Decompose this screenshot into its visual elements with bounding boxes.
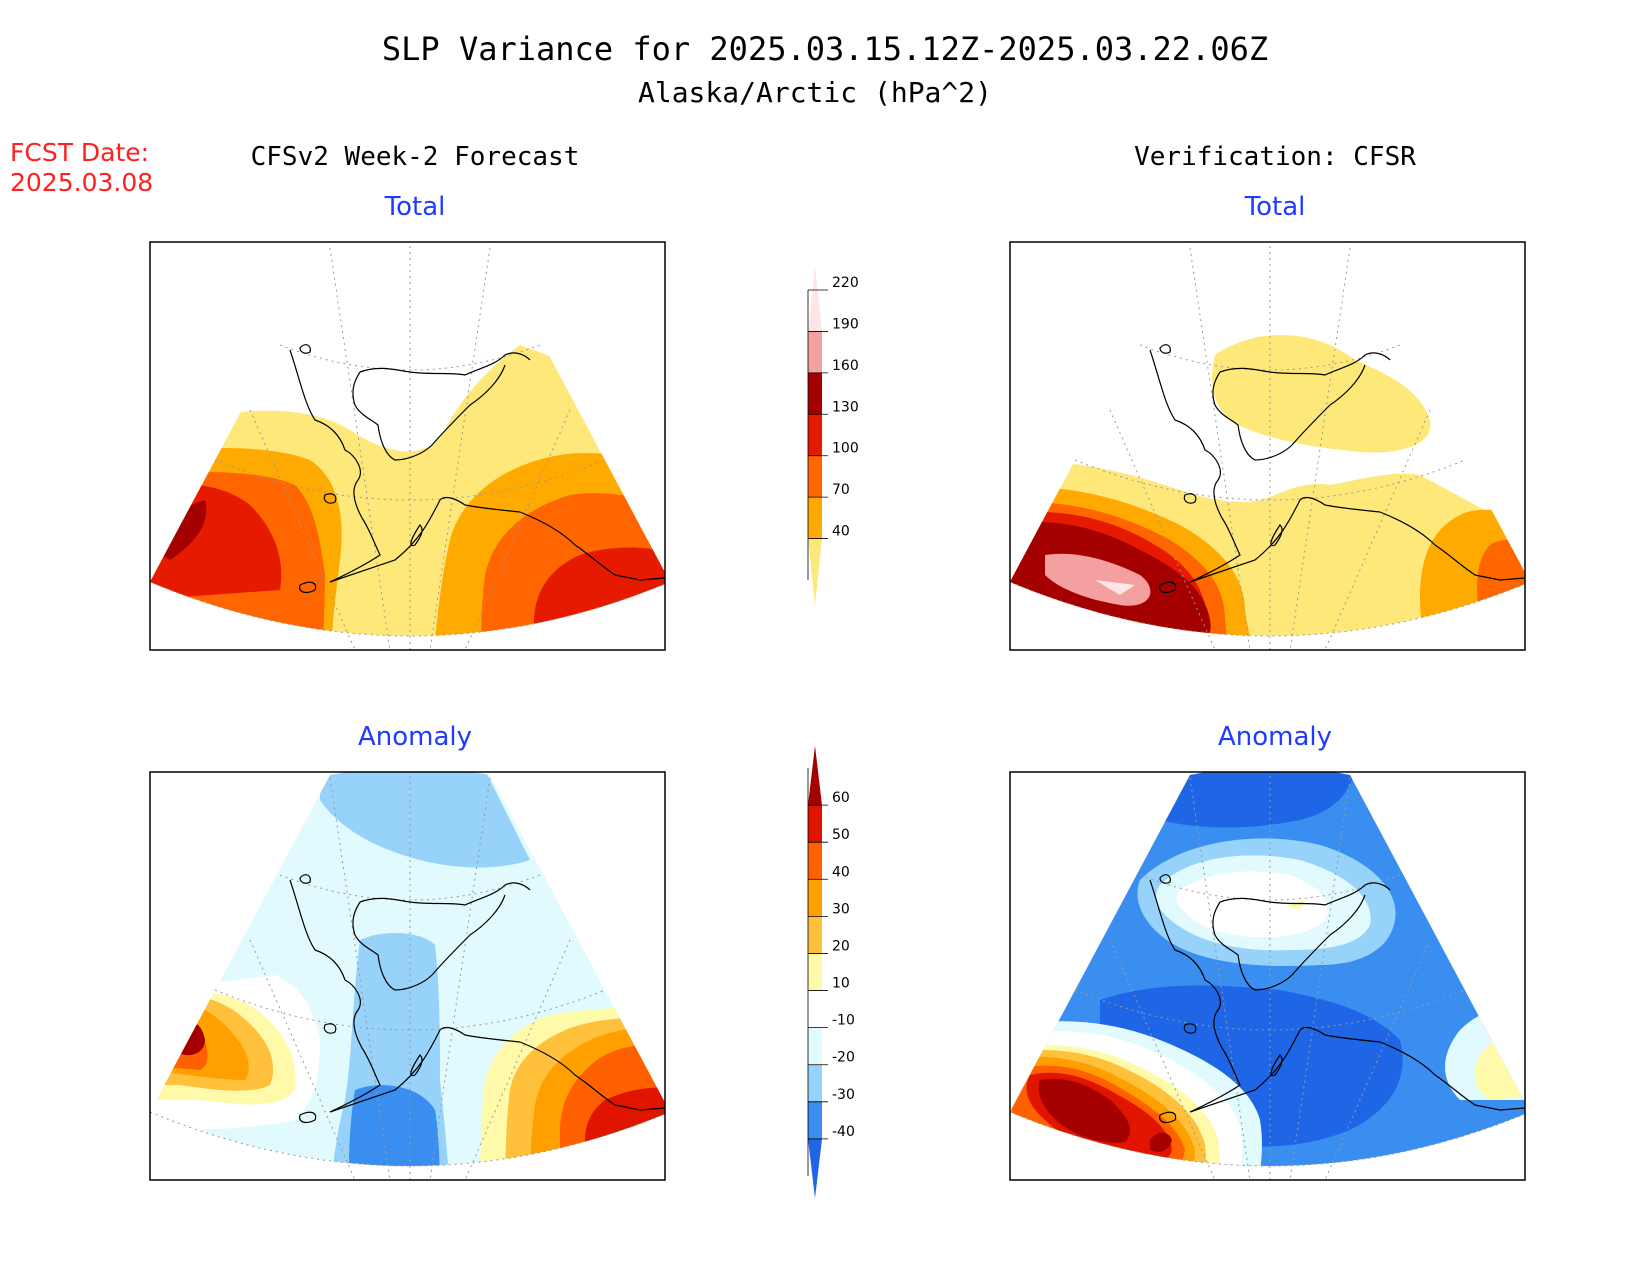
- colorbar-swatch: [808, 497, 822, 539]
- colorbar-label: 130: [832, 399, 859, 415]
- colorbar-swatch: [808, 916, 822, 954]
- forecast-date-label: FCST Date:: [10, 138, 150, 167]
- colorbar-swatch: [808, 879, 822, 917]
- panel-title-verification-total: Total: [1244, 192, 1306, 222]
- panel-title-forecast-total: Total: [384, 192, 446, 222]
- colorbar-label: 60: [832, 790, 850, 806]
- colorbar-swatch: [808, 805, 822, 843]
- colorbar-total: 40 70 100 130 160 190 220: [807, 265, 859, 605]
- colorbar-label: 160: [832, 358, 859, 374]
- colorbar-swatch: [808, 331, 822, 373]
- colorbar-swatch: [808, 745, 822, 806]
- colorbar-swatch: [808, 990, 822, 1028]
- colorbar-swatch: [808, 1101, 822, 1139]
- colorbar-label: -20: [832, 1050, 855, 1066]
- colorbar-label: 100: [832, 441, 859, 457]
- colorbar-swatch: [808, 265, 822, 332]
- colorbar-swatch: [808, 455, 822, 498]
- colorbar-label: 190: [832, 316, 859, 332]
- panel-title-verification-anomaly: Anomaly: [1217, 722, 1333, 752]
- colorbar-swatch: [808, 1138, 822, 1199]
- colorbar-swatch: [808, 414, 822, 456]
- colorbar-label: 70: [832, 482, 850, 498]
- subtitle: Alaska/Arctic (hPa^2): [637, 76, 992, 109]
- colorbar-label: 30: [832, 901, 850, 917]
- colorbar-anomaly: -40 -30 -20 -10 10 20 30 40 50 60: [807, 745, 855, 1199]
- colorbar-swatch: [808, 538, 822, 605]
- colorbar-swatch: [808, 1027, 822, 1065]
- column-title-verification: Verification: CFSR: [1134, 142, 1416, 172]
- coastline: [289, 344, 665, 594]
- colorbar-label: 10: [832, 976, 850, 992]
- colorbar-label: -30: [832, 1087, 855, 1103]
- colorbar-label: 220: [832, 275, 859, 291]
- colorbar-swatch: [808, 372, 822, 415]
- coastline: [1149, 344, 1525, 594]
- colorbar-label: -10: [832, 1013, 855, 1029]
- colorbar-swatch: [808, 1064, 822, 1102]
- colorbar-swatch: [808, 842, 822, 880]
- colorbar-label: 40: [832, 524, 850, 540]
- colorbar-label: 50: [832, 827, 850, 843]
- colorbar-swatch: [808, 953, 822, 991]
- coastline: [289, 874, 665, 1124]
- column-title-forecast: CFSv2 Week-2 Forecast: [250, 142, 580, 172]
- colorbar-label: -40: [832, 1124, 855, 1140]
- colorbar-label: 20: [832, 938, 850, 954]
- panel-title-forecast-anomaly: Anomaly: [357, 722, 473, 752]
- forecast-date-value: 2025.03.08: [10, 168, 154, 197]
- colorbar-label: 40: [832, 864, 850, 880]
- main-title: SLP Variance for 2025.03.15.12Z-2025.03.…: [381, 30, 1269, 68]
- coastline: [1149, 874, 1525, 1124]
